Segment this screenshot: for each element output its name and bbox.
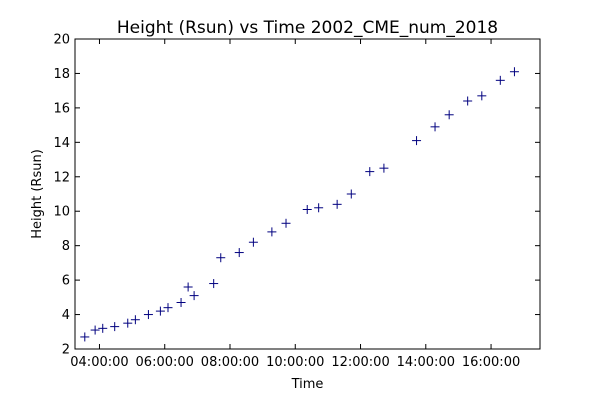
data-point	[183, 282, 193, 292]
data-point	[90, 325, 100, 335]
y-tick-label: 4	[62, 308, 70, 323]
data-point	[463, 96, 473, 106]
x-tick-label: 16:00:00	[462, 355, 520, 370]
data-point	[98, 323, 108, 333]
data-point	[281, 218, 291, 228]
chart-title: Height (Rsun) vs Time 2002_CME_num_2018	[117, 18, 498, 38]
data-point	[163, 303, 173, 313]
x-tick-label: 04:00:00	[70, 355, 128, 370]
data-point	[332, 199, 342, 209]
data-point	[430, 122, 440, 132]
x-tick-label: 12:00:00	[331, 355, 389, 370]
x-tick-label: 14:00:00	[397, 355, 455, 370]
data-point	[365, 167, 375, 177]
y-tick-label: 14	[53, 136, 70, 151]
x-tick-label: 10:00:00	[266, 355, 324, 370]
data-point	[176, 298, 186, 307]
data-point	[209, 279, 219, 289]
y-tick-label: 12	[53, 170, 70, 185]
x-axis-ticks: 04:00:00 06:00:00 08:00:00 10:00:00 12:00:00…	[70, 39, 520, 370]
data-point	[509, 67, 519, 77]
data-point	[110, 322, 120, 332]
y-tick-label: 6	[62, 274, 70, 289]
y-tick-label: 16	[53, 101, 70, 116]
y-tick-label: 2	[62, 343, 70, 358]
data-point	[444, 110, 454, 120]
data-point	[267, 227, 277, 237]
data-point	[143, 310, 153, 320]
data-point	[302, 205, 312, 214]
data-point	[80, 332, 90, 342]
data-point	[234, 248, 244, 258]
x-tick-label: 06:00:00	[136, 355, 194, 370]
data-point	[130, 315, 140, 325]
data-point	[155, 306, 165, 316]
x-tick-label: 08:00:00	[201, 355, 259, 370]
y-tick-label: 10	[53, 205, 70, 220]
data-point	[123, 318, 133, 328]
data-point	[379, 163, 389, 173]
data-point	[495, 75, 505, 85]
y-axis-ticks: 2 4 6 8 10 12 14 16 18 20	[53, 33, 540, 358]
data-point	[477, 91, 487, 101]
data-point	[346, 189, 356, 199]
data-point	[189, 291, 199, 301]
data-point	[412, 136, 422, 146]
plot-frame	[74, 38, 541, 350]
data-points	[80, 67, 519, 342]
y-axis-label: Height (Rsun)	[30, 149, 45, 239]
data-point	[248, 237, 258, 247]
x-axis-label: Time	[291, 377, 324, 392]
y-tick-label: 20	[53, 33, 70, 48]
y-tick-label: 18	[53, 67, 70, 82]
y-tick-label: 8	[62, 239, 70, 254]
data-point	[314, 203, 324, 213]
data-point	[216, 253, 226, 263]
